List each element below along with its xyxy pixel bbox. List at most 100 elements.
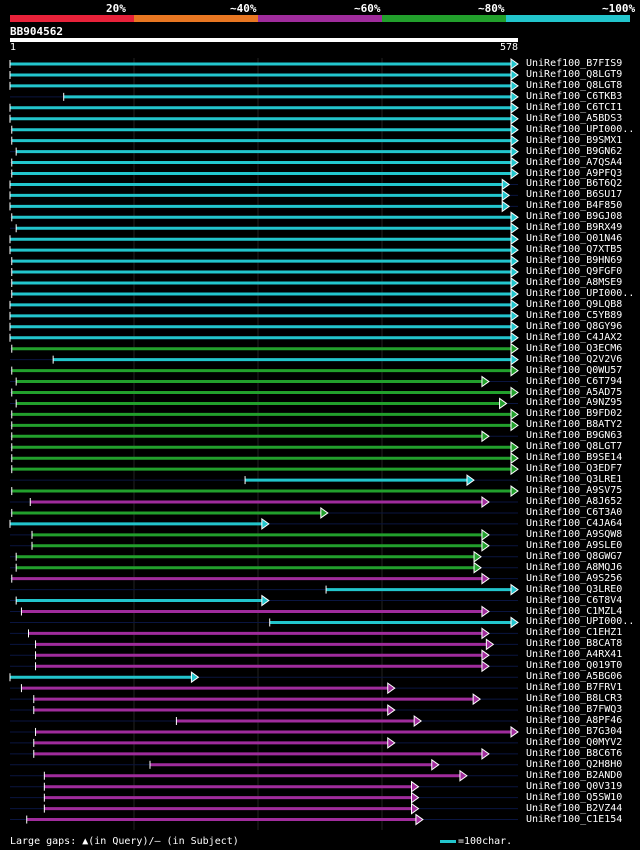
hit-label[interactable]: UniRef100_Q3LRE1	[526, 474, 623, 486]
hit-label[interactable]: UniRef100_C1EHZ1	[526, 627, 623, 639]
hit-row[interactable]	[10, 90, 519, 103]
hit-label[interactable]: UniRef100_UPI000..	[526, 123, 635, 135]
hit-row[interactable]	[10, 419, 519, 432]
hit-row[interactable]	[10, 627, 518, 640]
hit-label[interactable]: UniRef100_Q3LRE0	[526, 583, 623, 595]
hit-label[interactable]: UniRef100_A5AD75	[526, 386, 623, 398]
hit-row[interactable]	[10, 145, 519, 158]
hit-row[interactable]	[10, 660, 518, 673]
hit-label[interactable]: UniRef100_A9SQW8	[526, 528, 623, 540]
hit-row[interactable]	[10, 802, 518, 815]
hit-row[interactable]	[9, 200, 518, 213]
hit-row[interactable]	[9, 178, 518, 191]
hit-label[interactable]: UniRef100_B9SMX1	[526, 134, 623, 146]
hit-row[interactable]	[10, 725, 519, 738]
hit-row[interactable]	[10, 397, 518, 410]
hit-label[interactable]: UniRef100_Q5SW10	[526, 791, 623, 803]
hit-row[interactable]	[10, 813, 518, 826]
hit-row[interactable]	[10, 715, 518, 727]
hit-label[interactable]: UniRef100_A9S256	[526, 572, 623, 584]
hit-row[interactable]	[10, 736, 518, 749]
hit-row[interactable]	[10, 528, 518, 541]
hit-label[interactable]: UniRef100_B8LCR3	[526, 693, 623, 705]
hit-label[interactable]: UniRef100_C4JA64	[526, 517, 623, 529]
hit-label[interactable]: UniRef100_Q0V319	[526, 780, 623, 792]
hit-row[interactable]	[10, 474, 518, 487]
hit-row[interactable]	[10, 386, 519, 399]
hit-row[interactable]	[9, 331, 519, 344]
hit-label[interactable]: UniRef100_Q0MYV2	[526, 736, 623, 748]
hit-row[interactable]	[10, 791, 518, 804]
hit-label[interactable]: UniRef100_B9GN62	[526, 145, 623, 157]
hit-label[interactable]: UniRef100_C1E154	[526, 813, 623, 825]
hit-label[interactable]: UniRef100_UPI000..	[526, 616, 635, 628]
hit-row[interactable]	[10, 485, 519, 498]
hit-row[interactable]	[10, 561, 518, 574]
hit-label[interactable]: UniRef100_A8J652	[526, 496, 623, 507]
hit-row[interactable]	[10, 277, 519, 289]
hit-row[interactable]	[10, 266, 519, 279]
hit-label[interactable]: UniRef100_A8PF46	[526, 715, 623, 726]
hit-row[interactable]	[9, 517, 518, 530]
hit-row[interactable]	[10, 638, 518, 651]
hit-row[interactable]	[9, 68, 519, 81]
hit-row[interactable]	[10, 747, 518, 760]
hit-row[interactable]	[10, 693, 518, 706]
hit-row[interactable]	[10, 255, 519, 268]
hit-label[interactable]: UniRef100_B9GJ08	[526, 211, 623, 223]
hit-label[interactable]: UniRef100_B9HN69	[526, 255, 623, 267]
hit-label[interactable]: UniRef100_Q3ECM6	[526, 342, 623, 354]
hit-label[interactable]: UniRef100_B7G304	[526, 725, 623, 737]
hit-label[interactable]: UniRef100_A9PFQ3	[526, 167, 623, 179]
hit-label[interactable]: UniRef100_A5BG06	[526, 671, 623, 683]
hit-label[interactable]: UniRef100_B7FWQ3	[526, 704, 623, 716]
hit-label[interactable]: UniRef100_Q3EDF7	[526, 463, 623, 475]
hit-label[interactable]: UniRef100_B9SE14	[526, 452, 623, 464]
hit-row[interactable]	[9, 233, 519, 246]
hit-label[interactable]: UniRef100_B9GN63	[526, 430, 623, 442]
hit-label[interactable]: UniRef100_Q9LQB8	[526, 298, 623, 310]
hit-label[interactable]: UniRef100_B8C6T6	[526, 747, 623, 759]
hit-label[interactable]: UniRef100_A8MQJ6	[526, 561, 623, 573]
hit-label[interactable]: UniRef100_B7FRV1	[526, 682, 623, 694]
hit-row[interactable]	[10, 463, 519, 476]
hit-row[interactable]	[10, 353, 519, 366]
hit-label[interactable]: UniRef100_B4F850	[526, 200, 623, 212]
hit-label[interactable]: UniRef100_A9NZ95	[526, 397, 623, 409]
hit-label[interactable]: UniRef100_Q019T0	[526, 660, 623, 672]
hit-row[interactable]	[10, 616, 519, 629]
hit-label[interactable]: UniRef100_B2VZ44	[526, 802, 623, 814]
hit-row[interactable]	[10, 682, 518, 695]
hit-row[interactable]	[10, 156, 519, 169]
hit-label[interactable]: UniRef100_Q7XTB5	[526, 244, 623, 256]
hit-row[interactable]	[10, 364, 519, 377]
hit-row[interactable]	[10, 758, 518, 771]
hit-row[interactable]	[9, 320, 519, 333]
hit-row[interactable]	[9, 309, 519, 322]
hit-label[interactable]: UniRef100_A4RX41	[526, 649, 623, 661]
hit-row[interactable]	[10, 211, 519, 224]
hit-label[interactable]: UniRef100_A9SLE0	[526, 539, 623, 551]
hit-row[interactable]	[10, 649, 518, 662]
hit-label[interactable]: UniRef100_C1MZL4	[526, 605, 623, 617]
hit-label[interactable]: UniRef100_B9FD02	[526, 408, 623, 420]
hit-row[interactable]	[10, 441, 519, 454]
hit-row[interactable]	[9, 112, 519, 125]
hit-label[interactable]: UniRef100_C6TKB3	[526, 90, 623, 102]
hit-row[interactable]	[10, 287, 519, 300]
hit-label[interactable]: UniRef100_Q8LGT9	[526, 68, 623, 80]
hit-row[interactable]	[9, 671, 518, 684]
hit-label[interactable]: UniRef100_A5BDS3	[526, 112, 623, 124]
hit-row[interactable]	[10, 167, 519, 180]
hit-label[interactable]: UniRef100_A7QSA4	[526, 156, 623, 168]
hit-label[interactable]: UniRef100_C6T3A0	[526, 506, 623, 518]
hit-row[interactable]	[10, 375, 518, 388]
hit-label[interactable]: UniRef100_B2AND0	[526, 769, 623, 781]
hit-label[interactable]: UniRef100_B8ATY2	[526, 419, 623, 431]
hit-row[interactable]	[10, 550, 518, 563]
hit-label[interactable]: UniRef100_Q2V2V6	[526, 353, 623, 365]
hit-label[interactable]: UniRef100_Q0WU57	[526, 364, 623, 376]
hit-label[interactable]: UniRef100_Q8LGT8	[526, 79, 623, 91]
hit-row[interactable]	[10, 572, 518, 585]
hit-row[interactable]	[10, 222, 519, 235]
